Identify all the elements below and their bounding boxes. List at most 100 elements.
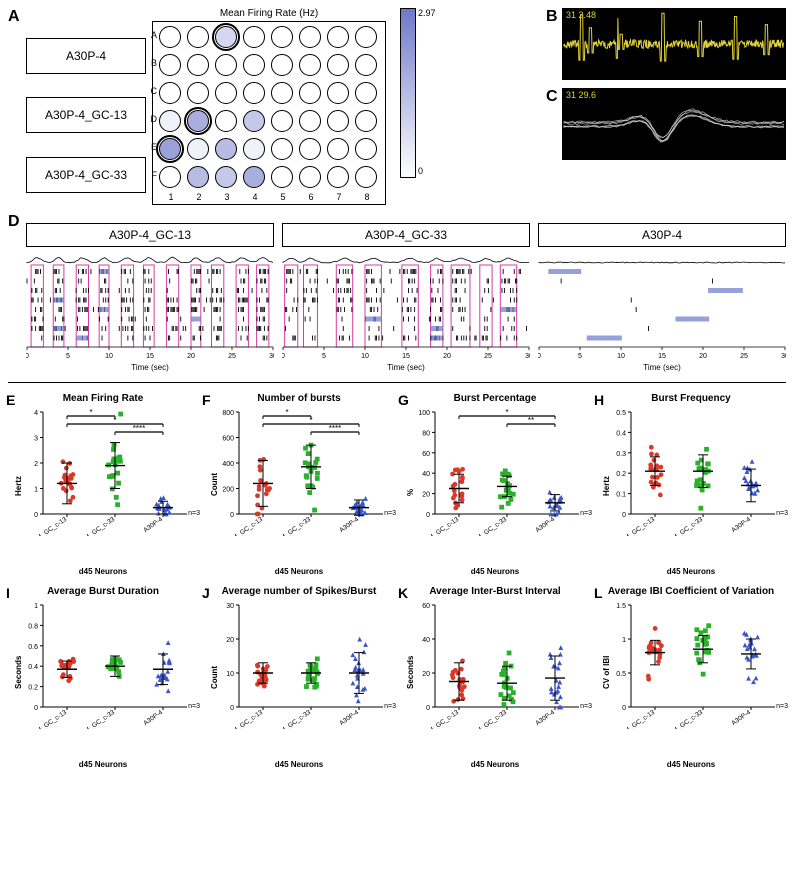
svg-text:0: 0	[34, 705, 38, 712]
charts-row-2: Average Burst DurationISeconds00.20.40.6…	[8, 586, 786, 769]
col-label: 7	[327, 192, 351, 202]
wellplate: ABCDEF 12345678	[152, 21, 386, 205]
well	[271, 166, 293, 188]
svg-text:0.3: 0.3	[616, 451, 626, 458]
raster-xlabel: Time (sec)	[282, 363, 530, 372]
svg-text:200: 200	[222, 487, 234, 494]
svg-text:A30P-4: A30P-4	[142, 516, 164, 534]
well	[299, 138, 321, 160]
well	[243, 110, 265, 132]
svg-text:A30P-4_GC_c-33: A30P-4_GC_c-33	[70, 709, 116, 729]
row-label: B	[147, 58, 157, 68]
svg-text:5: 5	[578, 353, 582, 360]
well	[355, 26, 377, 48]
raster-xlabel: Time (sec)	[26, 363, 274, 372]
panel-A-letter: A	[8, 8, 26, 205]
chart-xlabel: d45 Neurons	[204, 567, 394, 576]
raster-panel: A30P-4_GC-13051015202530Time (sec)	[26, 223, 274, 372]
well	[355, 110, 377, 132]
chart-H: Burst FrequencyHHertz00.10.20.30.40.5A30…	[596, 393, 786, 576]
well	[215, 82, 237, 104]
chart-F: Number of burstsFCount0200400600800A30P-…	[204, 393, 394, 576]
well	[243, 138, 265, 160]
well	[299, 82, 321, 104]
colorbar-max: 2.97	[418, 8, 436, 18]
colorbar-min: 0	[418, 166, 436, 176]
n-label: n=3	[188, 703, 200, 710]
svg-text:*: *	[505, 408, 508, 417]
svg-text:5: 5	[66, 353, 70, 360]
row-label: F	[147, 170, 157, 180]
svg-text:30: 30	[269, 353, 274, 360]
raster-title: A30P-4	[538, 223, 786, 247]
svg-text:A30P-4_GC_c-33: A30P-4_GC_c-33	[658, 709, 704, 729]
svg-text:0: 0	[622, 512, 626, 519]
panel-B-trace: 31 2.48	[562, 8, 786, 80]
chart-ytitle: Count	[210, 473, 219, 496]
well	[215, 110, 237, 132]
well	[159, 110, 181, 132]
well	[271, 54, 293, 76]
svg-text:30: 30	[781, 353, 786, 360]
svg-text:1.5: 1.5	[616, 603, 626, 610]
svg-text:400: 400	[222, 461, 234, 468]
panel-C-trace: 31 29.6	[562, 88, 786, 160]
svg-text:A30P-4_GC_c-13: A30P-4_GC_c-13	[610, 516, 656, 536]
charts-row-1: Mean Firing RateEHertz01234A30P-4_GC_c-1…	[8, 393, 786, 576]
chart-xlabel: d45 Neurons	[8, 567, 198, 576]
chart-J: Average number of Spikes/BurstJCount0102…	[204, 586, 394, 769]
n-label: n=3	[384, 510, 396, 517]
n-label: n=3	[188, 510, 200, 517]
panel-A-group-labels: A30P-4A30P-4_GC-13A30P-4_GC-33	[26, 8, 146, 205]
svg-text:20: 20	[226, 637, 234, 644]
chart-title: Average Burst Duration	[8, 586, 198, 597]
svg-text:0.6: 0.6	[28, 644, 38, 651]
chart-ytitle: Seconds	[406, 656, 415, 689]
chart-I: Average Burst DurationISeconds00.20.40.6…	[8, 586, 198, 769]
chart-ytitle: Seconds	[14, 656, 23, 689]
svg-text:0.2: 0.2	[28, 685, 38, 692]
well	[243, 166, 265, 188]
panel-letter: J	[202, 585, 210, 601]
svg-text:1: 1	[34, 603, 38, 610]
svg-text:A30P-4_GC_c-13: A30P-4_GC_c-13	[22, 516, 68, 536]
svg-text:A30P-4: A30P-4	[338, 516, 360, 534]
chart-title: Burst Frequency	[596, 393, 786, 404]
panel-letter: H	[594, 392, 604, 408]
svg-text:3: 3	[34, 436, 38, 443]
group-label: A30P-4_GC-13	[26, 97, 146, 133]
svg-text:15: 15	[658, 353, 666, 360]
chart-xlabel: d45 Neurons	[400, 567, 590, 576]
svg-text:0: 0	[230, 512, 234, 519]
well	[215, 26, 237, 48]
svg-text:0: 0	[230, 705, 234, 712]
svg-text:A30P-4: A30P-4	[730, 516, 752, 534]
panel-D-letter: D	[8, 213, 26, 372]
row-label: E	[147, 142, 157, 152]
well	[187, 82, 209, 104]
svg-text:A30P-4: A30P-4	[338, 709, 360, 727]
svg-text:****: ****	[133, 424, 145, 433]
n-label: n=3	[580, 510, 592, 517]
chart-xlabel: d45 Neurons	[8, 760, 198, 769]
svg-text:25: 25	[484, 353, 492, 360]
well	[327, 166, 349, 188]
row-label: D	[147, 114, 157, 124]
well	[187, 138, 209, 160]
svg-text:20: 20	[422, 671, 430, 678]
svg-text:0: 0	[426, 705, 430, 712]
figure: A A30P-4A30P-4_GC-13A30P-4_GC-33 Mean Fi…	[8, 8, 786, 769]
well	[159, 54, 181, 76]
svg-text:*: *	[309, 416, 312, 425]
svg-text:0: 0	[34, 512, 38, 519]
svg-text:A30P-4_GC_c-13: A30P-4_GC_c-13	[610, 709, 656, 729]
col-label: 5	[271, 192, 295, 202]
svg-text:A30P-4_GC_c-33: A30P-4_GC_c-33	[462, 709, 508, 729]
group-label: A30P-4	[26, 38, 146, 74]
row-label: C	[147, 86, 157, 96]
well	[215, 138, 237, 160]
wellplate-title: Mean Firing Rate (Hz)	[152, 8, 386, 19]
svg-text:10: 10	[105, 353, 113, 360]
svg-text:A30P-4_GC_c-33: A30P-4_GC_c-33	[266, 709, 312, 729]
svg-text:1: 1	[622, 637, 626, 644]
